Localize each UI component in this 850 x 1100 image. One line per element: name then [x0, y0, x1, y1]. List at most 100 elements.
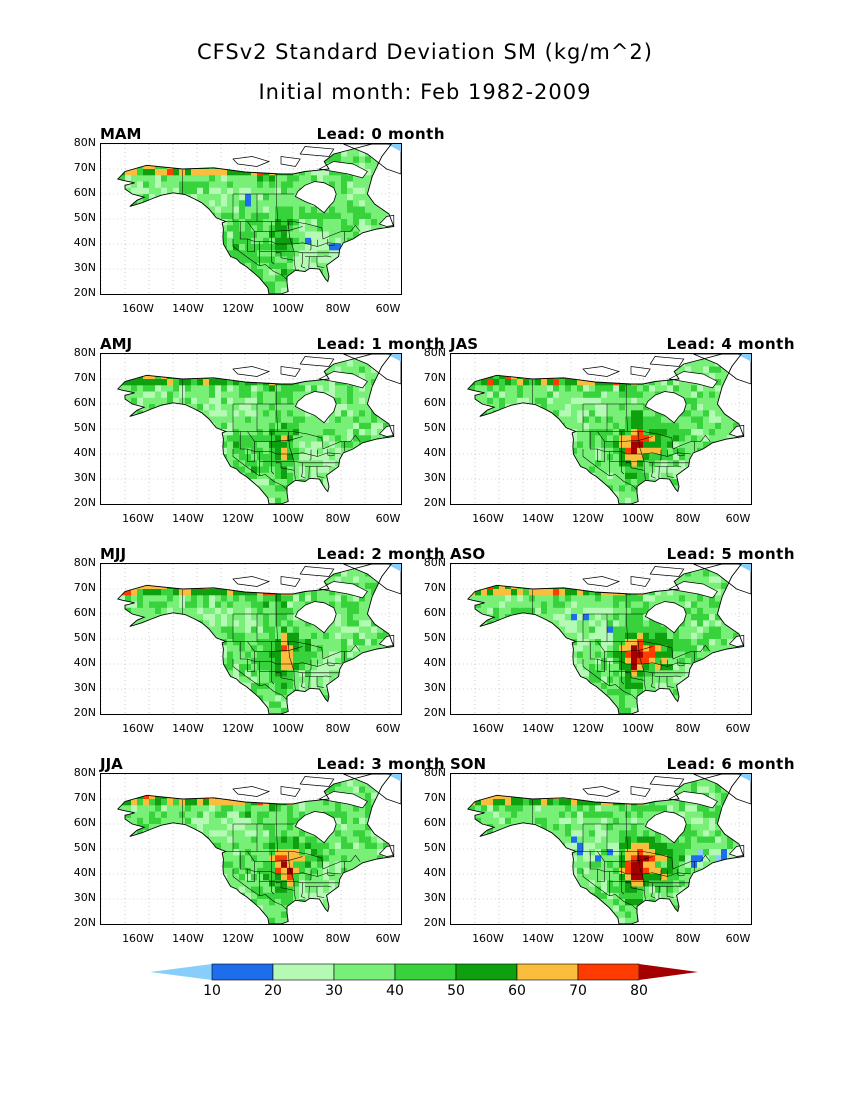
x-tick-label: 60W: [725, 932, 751, 945]
panel-season-label: JAS: [450, 335, 478, 353]
map-panel-aso: ASO Lead: 5 month 80N 70N 60N 50N 40N 30N 20N 160…: [424, 545, 795, 750]
y-tick-label: 70N: [423, 371, 446, 384]
panel-season-label: AMJ: [100, 335, 133, 353]
x-tick-label: 60W: [725, 722, 751, 735]
x-tick-label: 120W: [572, 932, 604, 945]
y-tick-label: 30N: [423, 681, 446, 694]
colorbar-tick-label: 70: [569, 983, 587, 999]
map-panel-son: SON Lead: 6 month 80N 70N 60N 50N 40N 30N 20N 160…: [424, 755, 795, 960]
map-panel-amj: AMJ Lead: 1 month 80N 70N 60N 50N 40N 30N 20N 160…: [74, 335, 445, 540]
x-tick-label: 60W: [375, 512, 401, 525]
y-tick-label: 80N: [73, 556, 96, 569]
y-tick-label: 20N: [73, 496, 96, 509]
colorbar-low-extension: [150, 964, 212, 980]
panel-season-label: SON: [450, 755, 487, 773]
panel-lead-label: Lead: 2 month: [316, 545, 445, 563]
soil-moisture-map: [101, 144, 401, 294]
x-tick-label: 160W: [122, 932, 154, 945]
y-tick-label: 80N: [423, 766, 446, 779]
y-tick-label: 80N: [73, 346, 96, 359]
panel-season-label: MAM: [100, 125, 142, 143]
x-tick-label: 60W: [375, 722, 401, 735]
y-tick-label: 40N: [73, 236, 96, 249]
y-tick-label: 50N: [423, 631, 446, 644]
y-tick-label: 40N: [423, 656, 446, 669]
y-tick-label: 50N: [73, 421, 96, 434]
x-tick-label: 160W: [472, 722, 504, 735]
y-tick-label: 20N: [73, 916, 96, 929]
panel-lead-label: Lead: 6 month: [666, 755, 795, 773]
colorbar-tick-label: 30: [325, 983, 343, 999]
colorbar-tick-label: 80: [630, 983, 648, 999]
colorbar: [150, 962, 700, 982]
y-tick-label: 30N: [423, 891, 446, 904]
y-tick-label: 80N: [423, 556, 446, 569]
y-tick-label: 70N: [73, 371, 96, 384]
x-tick-label: 140W: [172, 302, 204, 315]
x-tick-label: 140W: [172, 932, 204, 945]
y-tick-label: 50N: [423, 841, 446, 854]
y-tick-label: 40N: [73, 446, 96, 459]
colorbar-segment: [577, 963, 640, 981]
x-tick-label: 100W: [622, 512, 654, 525]
x-tick-label: 100W: [272, 512, 304, 525]
colorbar-tick-label: 50: [447, 983, 465, 999]
panel-season-label: ASO: [450, 545, 486, 563]
map-panel-mam: MAM Lead: 0 month 80N 70N 60N 50N 40N 30N 20N 160…: [74, 125, 445, 330]
x-tick-label: 100W: [622, 932, 654, 945]
map-frame: [100, 563, 402, 715]
x-tick-label: 80W: [675, 512, 701, 525]
soil-moisture-map: [101, 774, 401, 924]
colorbar-segment: [516, 963, 579, 981]
x-tick-label: 60W: [725, 512, 751, 525]
colorbar-high-extension: [639, 964, 698, 980]
y-tick-label: 70N: [73, 581, 96, 594]
y-tick-label: 70N: [423, 581, 446, 594]
panel-lead-label: Lead: 0 month: [316, 125, 445, 143]
map-panel-jas: JAS Lead: 4 month 80N 70N 60N 50N 40N 30N 20N 160…: [424, 335, 795, 540]
figure-subtitle: Initial month: Feb 1982-2009: [258, 80, 592, 104]
y-tick-label: 20N: [73, 706, 96, 719]
map-frame: [450, 563, 752, 715]
x-tick-label: 100W: [272, 932, 304, 945]
x-tick-label: 80W: [675, 932, 701, 945]
y-tick-label: 40N: [423, 866, 446, 879]
x-tick-label: 120W: [222, 932, 254, 945]
y-tick-label: 50N: [423, 421, 446, 434]
y-tick-label: 60N: [73, 606, 96, 619]
soil-moisture-map: [451, 564, 751, 714]
y-tick-label: 70N: [73, 791, 96, 804]
x-tick-label: 100W: [622, 722, 654, 735]
map-frame: [100, 143, 402, 295]
panel-lead-label: Lead: 4 month: [666, 335, 795, 353]
x-tick-label: 140W: [172, 512, 204, 525]
colorbar-segment: [455, 963, 518, 981]
y-tick-label: 60N: [73, 816, 96, 829]
y-tick-label: 30N: [423, 471, 446, 484]
y-tick-label: 30N: [73, 261, 96, 274]
y-tick-label: 20N: [423, 706, 446, 719]
y-tick-label: 80N: [73, 136, 96, 149]
panel-lead-label: Lead: 5 month: [666, 545, 795, 563]
soil-moisture-map: [101, 564, 401, 714]
x-tick-label: 160W: [122, 512, 154, 525]
x-tick-label: 160W: [122, 722, 154, 735]
x-tick-label: 160W: [122, 302, 154, 315]
colorbar-tick-label: 10: [203, 983, 221, 999]
x-tick-label: 60W: [375, 302, 401, 315]
colorbar-segment: [211, 963, 274, 981]
colorbar-tick-label: 60: [508, 983, 526, 999]
soil-moisture-map: [451, 354, 751, 504]
y-tick-label: 80N: [73, 766, 96, 779]
x-tick-label: 80W: [675, 722, 701, 735]
x-tick-label: 80W: [325, 302, 351, 315]
map-frame: [100, 353, 402, 505]
x-tick-label: 100W: [272, 302, 304, 315]
y-tick-label: 30N: [73, 471, 96, 484]
soil-moisture-map: [451, 774, 751, 924]
y-tick-label: 30N: [73, 681, 96, 694]
x-tick-label: 160W: [472, 932, 504, 945]
y-tick-label: 20N: [423, 916, 446, 929]
colorbar-segment: [333, 963, 396, 981]
y-tick-label: 40N: [423, 446, 446, 459]
